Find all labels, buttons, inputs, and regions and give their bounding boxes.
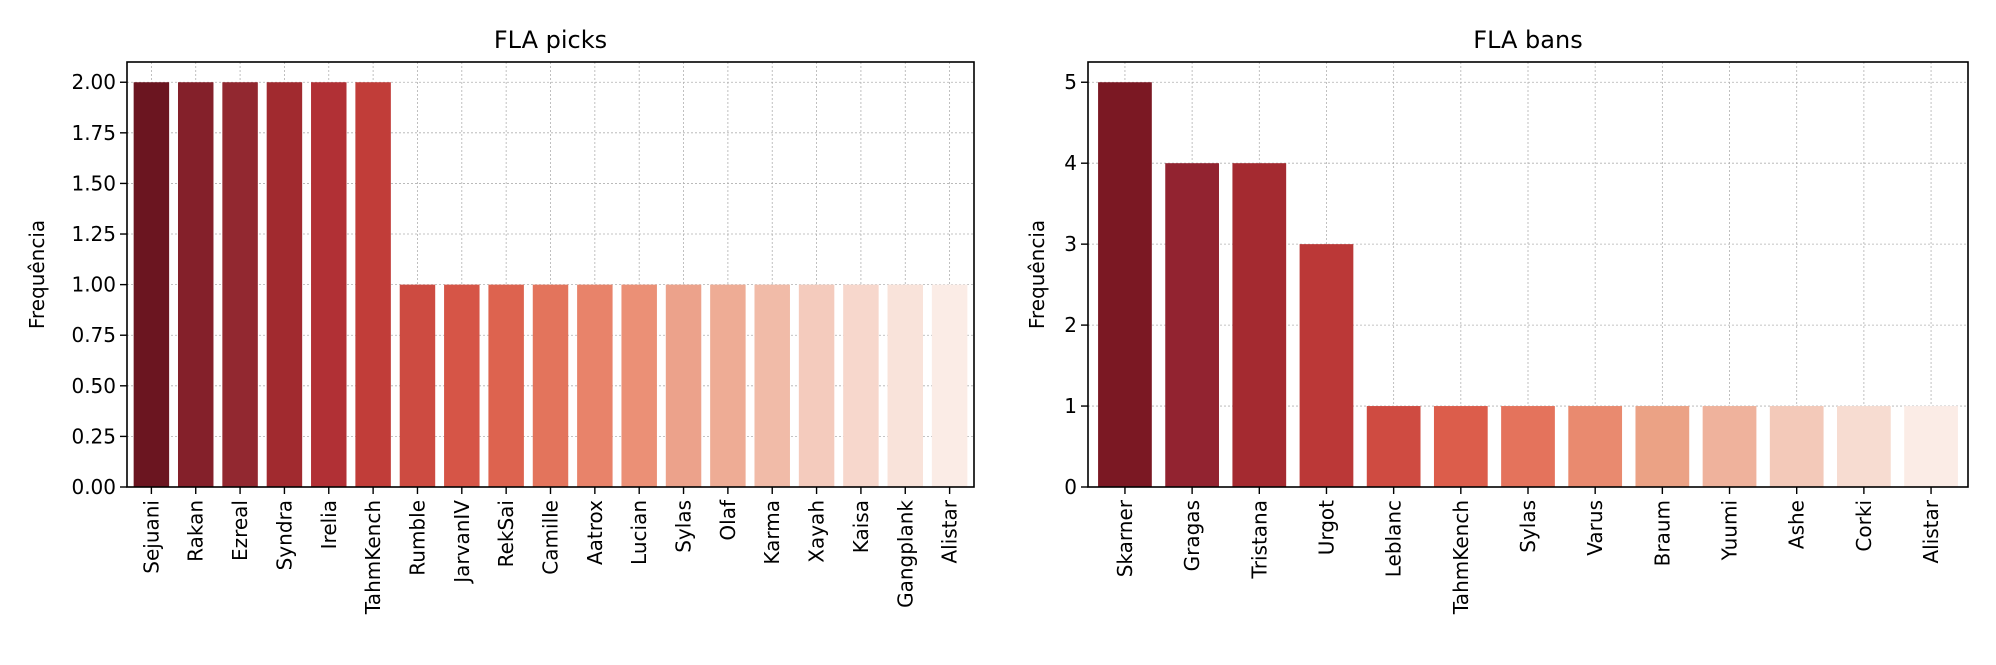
picks-bars: [133, 82, 968, 487]
bans-bars: [1098, 82, 1958, 487]
picks-x-tick-label: TahmKench: [361, 500, 385, 615]
chart-picks: 0.00 0.25 0.50 0.75 1.00 1.25 1.50 1.75 2.00 Seju…: [25, 26, 975, 615]
picks-bar-rakan: [177, 82, 214, 487]
bans-y-tick-label: 4: [1064, 151, 1077, 175]
picks-x-tick-label: Sylas: [672, 500, 696, 553]
bans-y-axis-label: Frequência: [1025, 220, 1049, 329]
picks-x-tick-label: Xayah: [805, 500, 829, 563]
picks-y-tick-label: 0.00: [71, 475, 116, 499]
bans-bar-tahmkench: [1433, 406, 1488, 487]
picks-ticks: 0.00 0.25 0.50 0.75 1.00 1.25 1.50 1.75 2.00 Seju…: [71, 70, 961, 615]
bans-bar-sylas: [1501, 406, 1555, 487]
bans-title: FLA bans: [1473, 26, 1582, 54]
picks-bar-reksai: [488, 284, 524, 487]
picks-bar-xayah: [798, 284, 835, 487]
bans-bar-urgot: [1299, 244, 1354, 487]
picks-x-tick-label: Rakan: [184, 500, 208, 562]
bans-y-tick-label: 5: [1064, 70, 1077, 94]
picks-bar-syndra: [266, 82, 303, 487]
bans-x-tick-label: Urgot: [1314, 500, 1338, 555]
bans-x-tick-label: Yuumi: [1718, 500, 1742, 561]
bans-y-tick-label: 2: [1064, 313, 1077, 337]
bans-bar-alistar: [1904, 406, 1958, 487]
bans-bar-tristana: [1232, 163, 1287, 487]
bans-x-tick-label: Varus: [1583, 500, 1607, 556]
picks-bar-irelia: [311, 82, 347, 487]
bans-x-tick-label: Gragas: [1180, 500, 1204, 571]
bans-y-tick-label: 3: [1064, 232, 1077, 256]
picks-x-tick-label: JarvanIV: [450, 500, 474, 585]
bans-bar-yuumi: [1702, 406, 1757, 487]
picks-bar-jarvaniv: [444, 284, 480, 487]
chart-bans: 0 1 2 3 4 5 Skarner Gragas Tristana Urgot Leblanc T…: [1025, 26, 1969, 615]
picks-x-tick-label: Gangplank: [893, 500, 917, 608]
picks-x-tick-label: Alistar: [938, 499, 962, 563]
picks-title: FLA picks: [494, 26, 607, 54]
picks-y-tick-label: 2.00: [71, 70, 116, 94]
picks-bar-tahmkench: [355, 82, 391, 487]
picks-x-tick-label: Karma: [760, 500, 784, 565]
picks-bar-alistar: [931, 284, 968, 487]
bans-x-tick-label: TahmKench: [1449, 500, 1473, 615]
bans-x-tick-label: Corki: [1852, 500, 1876, 552]
picks-x-tick-label: Irelia: [317, 500, 341, 549]
bans-bar-ashe: [1769, 406, 1824, 487]
picks-y-tick-label: 0.75: [71, 323, 116, 347]
picks-y-tick-label: 1.25: [71, 222, 116, 246]
picks-x-tick-label: Kaisa: [849, 500, 873, 553]
picks-y-tick-label: 1.50: [71, 171, 116, 195]
picks-bar-kaisa: [843, 284, 879, 487]
picks-bar-lucian: [621, 284, 657, 487]
picks-y-tick-label: 0.25: [71, 424, 116, 448]
picks-bar-rumble: [399, 284, 436, 487]
picks-x-tick-label: RekSai: [494, 500, 518, 567]
picks-y-tick-label: 1.75: [71, 121, 116, 145]
bans-x-tick-label: Ashe: [1785, 500, 1809, 549]
picks-x-tick-label: Lucian: [627, 500, 651, 565]
bans-bar-skarner: [1098, 82, 1152, 487]
picks-bar-aatrox: [577, 284, 613, 487]
bans-x-tick-label: Skarner: [1113, 499, 1137, 577]
picks-bar-sejuani: [133, 82, 170, 487]
bans-x-tick-label: Leblanc: [1382, 500, 1406, 577]
picks-bar-ezreal: [222, 82, 258, 487]
picks-x-tick-label: Syndra: [272, 500, 296, 570]
bans-bar-corki: [1837, 406, 1891, 487]
picks-bar-gangplank: [887, 284, 924, 487]
bans-bar-leblanc: [1366, 406, 1421, 487]
picks-x-tick-label: Sejuani: [139, 500, 163, 574]
bans-x-tick-label: Braum: [1650, 500, 1674, 566]
bans-y-tick-label: 0: [1064, 475, 1077, 499]
bans-x-tick-label: Tristana: [1247, 500, 1271, 580]
picks-bar-sylas: [665, 284, 702, 487]
picks-y-tick-label: 1.00: [71, 273, 116, 297]
picks-bar-olaf: [710, 284, 746, 487]
picks-bar-karma: [754, 284, 790, 487]
picks-x-tick-label: Camille: [539, 500, 563, 575]
bans-y-tick-label: 1: [1064, 394, 1077, 418]
picks-x-tick-label: Rumble: [405, 500, 429, 576]
picks-bar-camille: [532, 284, 569, 487]
bans-bar-braum: [1635, 406, 1690, 487]
picks-x-tick-label: Ezreal: [228, 500, 252, 561]
picks-x-tick-label: Olaf: [716, 499, 740, 541]
bans-bar-gragas: [1165, 163, 1219, 487]
bans-bar-varus: [1568, 406, 1623, 487]
bans-x-tick-label: Alistar: [1919, 499, 1943, 563]
picks-y-axis-label: Frequência: [25, 220, 49, 329]
bans-ticks: 0 1 2 3 4 5 Skarner Gragas Tristana Urgot Leblanc T…: [1064, 70, 1943, 615]
bans-x-tick-label: Sylas: [1516, 500, 1540, 553]
picks-x-tick-label: Aatrox: [583, 500, 607, 565]
picks-y-tick-label: 0.50: [71, 374, 116, 398]
